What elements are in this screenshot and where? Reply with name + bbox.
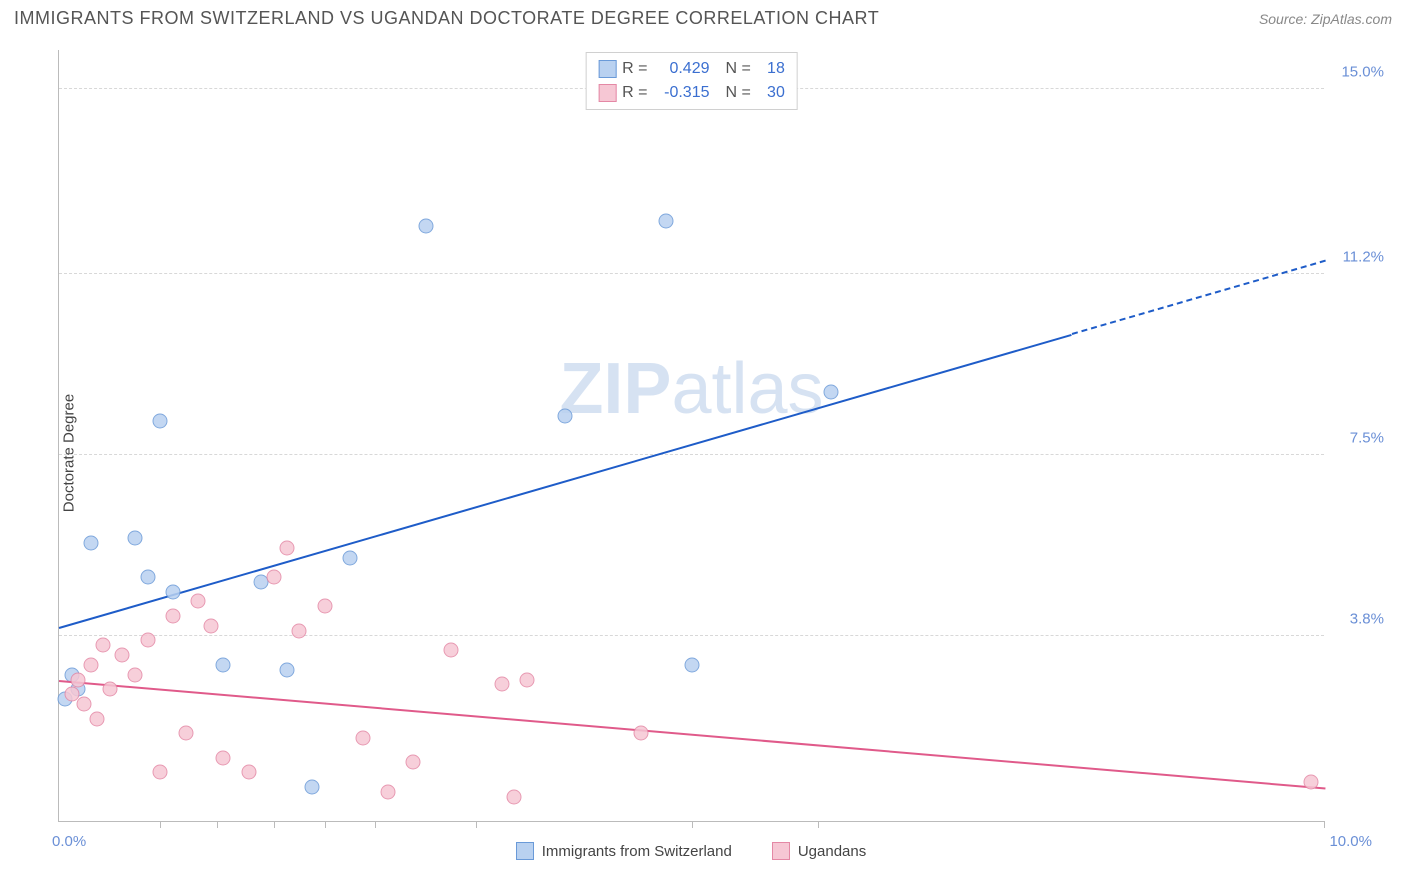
data-point: [823, 384, 838, 399]
data-point: [558, 408, 573, 423]
swatch-uganda: [598, 84, 616, 102]
gridline: [59, 273, 1324, 274]
data-point: [305, 779, 320, 794]
data-point: [342, 550, 357, 565]
gridline: [59, 454, 1324, 455]
x-tick: [325, 821, 326, 828]
legend-item-uganda: Ugandans: [772, 842, 866, 860]
data-point: [507, 789, 522, 804]
data-point: [241, 765, 256, 780]
data-point: [406, 755, 421, 770]
r-value-swiss: 0.429: [654, 57, 710, 81]
legend-series: Immigrants from Switzerland Ugandans: [58, 842, 1324, 860]
data-point: [494, 677, 509, 692]
data-point: [380, 784, 395, 799]
n-label: N =: [726, 81, 751, 105]
x-tick: [160, 821, 161, 828]
trendline: [1072, 260, 1326, 335]
x-tick: [692, 821, 693, 828]
data-point: [140, 570, 155, 585]
x-tick: [375, 821, 376, 828]
y-tick-label: 3.8%: [1350, 610, 1384, 627]
swatch-uganda-icon: [772, 842, 790, 860]
source-label: Source: ZipAtlas.com: [1259, 11, 1392, 27]
data-point: [83, 657, 98, 672]
legend-label-swiss: Immigrants from Switzerland: [542, 843, 732, 860]
chart-area: Doctorate Degree ZIPatlas R = 0.429 N = …: [14, 44, 1392, 862]
data-point: [165, 609, 180, 624]
legend-row-swiss: R = 0.429 N = 18: [598, 57, 785, 81]
data-point: [203, 618, 218, 633]
legend-item-swiss: Immigrants from Switzerland: [516, 842, 732, 860]
data-point: [216, 750, 231, 765]
data-point: [140, 633, 155, 648]
data-point: [684, 657, 699, 672]
n-value-swiss: 18: [757, 57, 785, 81]
data-point: [1304, 774, 1319, 789]
legend-row-uganda: R = -0.315 N = 30: [598, 81, 785, 105]
data-point: [191, 594, 206, 609]
data-point: [70, 672, 85, 687]
data-point: [444, 643, 459, 658]
data-point: [165, 584, 180, 599]
data-point: [89, 711, 104, 726]
data-point: [77, 696, 92, 711]
x-tick: [217, 821, 218, 828]
data-point: [279, 540, 294, 555]
data-point: [520, 672, 535, 687]
x-tick: [1324, 821, 1325, 828]
data-point: [96, 638, 111, 653]
data-point: [178, 726, 193, 741]
data-point: [127, 667, 142, 682]
data-point: [153, 413, 168, 428]
data-point: [292, 623, 307, 638]
data-point: [659, 213, 674, 228]
data-point: [279, 662, 294, 677]
data-point: [127, 530, 142, 545]
r-label: R =: [622, 81, 647, 105]
data-point: [267, 570, 282, 585]
data-point: [216, 657, 231, 672]
swatch-swiss-icon: [516, 842, 534, 860]
legend-correlation: R = 0.429 N = 18 R = -0.315 N = 30: [585, 52, 798, 110]
trendline: [59, 333, 1072, 628]
y-tick-label: 7.5%: [1350, 430, 1384, 447]
data-point: [115, 648, 130, 663]
r-label: R =: [622, 57, 647, 81]
n-value-uganda: 30: [757, 81, 785, 105]
swatch-swiss: [598, 60, 616, 78]
legend-label-uganda: Ugandans: [798, 843, 866, 860]
y-tick-label: 11.2%: [1343, 249, 1384, 266]
x-max-label: 10.0%: [1329, 833, 1372, 850]
x-tick: [274, 821, 275, 828]
data-point: [418, 218, 433, 233]
x-tick: [476, 821, 477, 828]
data-point: [102, 682, 117, 697]
r-value-uganda: -0.315: [654, 81, 710, 105]
n-label: N =: [726, 57, 751, 81]
chart-title: IMMIGRANTS FROM SWITZERLAND VS UGANDAN D…: [14, 8, 879, 29]
x-tick: [818, 821, 819, 828]
gridline: [59, 635, 1324, 636]
plot-region: ZIPatlas R = 0.429 N = 18 R = -0.315 N =…: [58, 50, 1324, 822]
data-point: [153, 765, 168, 780]
data-point: [83, 535, 98, 550]
data-point: [317, 599, 332, 614]
data-point: [633, 726, 648, 741]
y-tick-label: 15.0%: [1341, 64, 1384, 81]
data-point: [355, 731, 370, 746]
